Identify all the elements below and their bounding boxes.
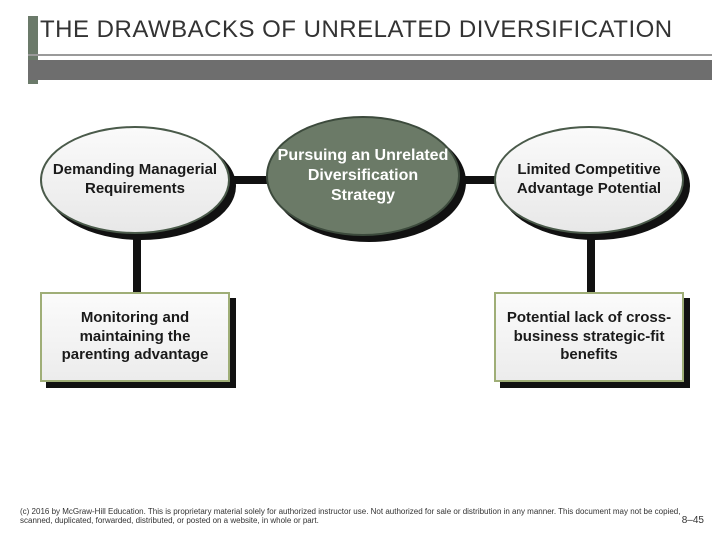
copyright-footer: (c) 2016 by McGraw-Hill Education. This … xyxy=(20,507,700,526)
title-underline xyxy=(0,54,720,82)
underline-thin xyxy=(28,54,712,56)
node-pursuing-strategy: Pursuing an Unrelated Diversification St… xyxy=(266,116,460,236)
slide-header: THE DRAWBACKS OF UNRELATED DIVERSIFICATI… xyxy=(0,0,720,82)
node-limited-advantage: Limited Competitive Advantage Potential xyxy=(494,126,684,234)
node-demanding-managerial: Demanding Managerial Requirements xyxy=(40,126,230,234)
underline-thick xyxy=(28,60,712,80)
diagram-canvas: Demanding Managerial Requirements Pursui… xyxy=(0,106,720,446)
node-label: Monitoring and maintaining the parenting… xyxy=(50,309,220,365)
node-monitoring-parenting: Monitoring and maintaining the parenting… xyxy=(40,292,230,382)
node-label: Demanding Managerial Requirements xyxy=(50,161,220,199)
page-number: 8–45 xyxy=(682,515,704,526)
connector-right-down xyxy=(587,234,595,294)
node-label: Limited Competitive Advantage Potential xyxy=(504,161,674,199)
page-title: THE DRAWBACKS OF UNRELATED DIVERSIFICATI… xyxy=(0,16,720,52)
connector-left-down xyxy=(133,234,141,294)
node-label: Pursuing an Unrelated Diversification St… xyxy=(276,146,450,206)
node-potential-lack-fit: Potential lack of cross-business strateg… xyxy=(494,292,684,382)
node-label: Potential lack of cross-business strateg… xyxy=(504,309,674,365)
